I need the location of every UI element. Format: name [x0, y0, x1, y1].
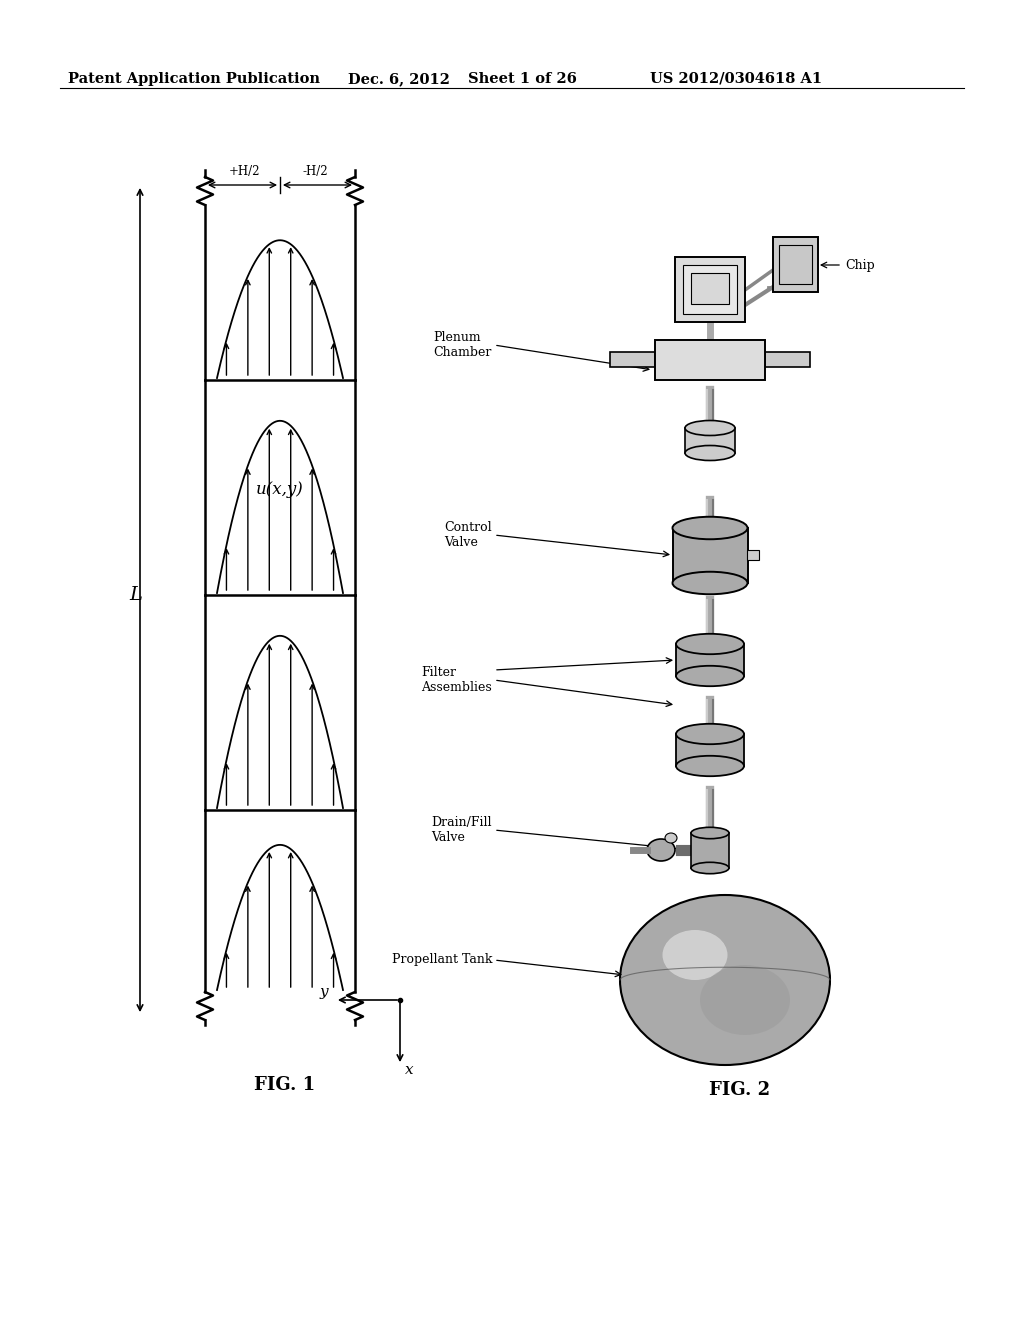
Bar: [676, 734, 744, 766]
Bar: [746, 550, 759, 560]
Ellipse shape: [691, 862, 729, 874]
Ellipse shape: [676, 756, 744, 776]
Ellipse shape: [665, 833, 677, 843]
Text: Propellant Tank: Propellant Tank: [391, 953, 492, 966]
Ellipse shape: [620, 895, 830, 1065]
Ellipse shape: [676, 723, 744, 744]
Bar: [610, 352, 655, 367]
Bar: [683, 265, 737, 314]
Bar: [673, 528, 748, 583]
Text: Control
Valve: Control Valve: [444, 521, 492, 549]
Text: Patent Application Publication: Patent Application Publication: [68, 73, 319, 86]
Text: -H/2: -H/2: [302, 165, 328, 177]
Ellipse shape: [685, 446, 735, 461]
FancyBboxPatch shape: [655, 341, 765, 380]
Ellipse shape: [663, 931, 727, 979]
Text: y: y: [319, 985, 328, 999]
Bar: [691, 833, 729, 869]
Text: FIG. 1: FIG. 1: [254, 1076, 315, 1094]
Ellipse shape: [691, 828, 729, 838]
Ellipse shape: [673, 516, 748, 540]
Ellipse shape: [676, 665, 744, 686]
Bar: [675, 257, 745, 322]
Bar: [773, 238, 818, 292]
Text: +H/2: +H/2: [229, 165, 261, 177]
Bar: [779, 246, 812, 284]
Ellipse shape: [673, 572, 748, 594]
Text: US 2012/0304618 A1: US 2012/0304618 A1: [650, 73, 822, 86]
Text: Chip: Chip: [845, 259, 874, 272]
Text: L: L: [129, 586, 142, 605]
Ellipse shape: [647, 840, 675, 861]
Bar: [691, 273, 729, 304]
Ellipse shape: [685, 421, 735, 436]
Bar: [676, 644, 744, 676]
Bar: [765, 352, 810, 367]
Text: Filter
Assemblies: Filter Assemblies: [421, 667, 492, 694]
Text: u(x,y): u(x,y): [256, 482, 304, 499]
Text: FIG. 2: FIG. 2: [710, 1081, 771, 1100]
Text: Sheet 1 of 26: Sheet 1 of 26: [468, 73, 577, 86]
Ellipse shape: [700, 965, 790, 1035]
Text: Plenum
Chamber: Plenum Chamber: [433, 331, 492, 359]
Ellipse shape: [676, 634, 744, 655]
Text: x: x: [406, 1063, 414, 1077]
Text: Drain/Fill
Valve: Drain/Fill Valve: [431, 816, 492, 843]
Bar: [685, 428, 735, 453]
Text: Dec. 6, 2012: Dec. 6, 2012: [348, 73, 450, 86]
